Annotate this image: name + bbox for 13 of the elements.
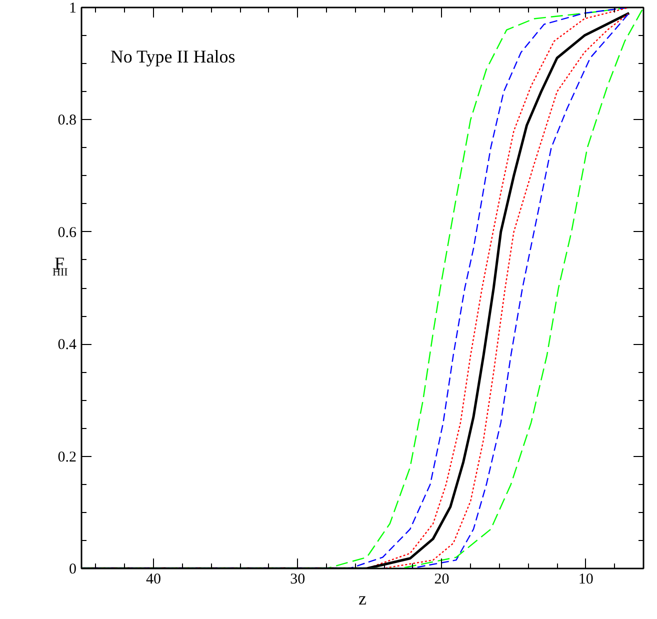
x-tick-label: 30 bbox=[290, 572, 306, 588]
x-tick-label: 20 bbox=[434, 572, 450, 588]
y-tick-label: 0.2 bbox=[58, 449, 76, 466]
y-tick-label: 0.4 bbox=[58, 337, 77, 354]
x-axis-title: z bbox=[358, 588, 367, 608]
x-tick-label: 10 bbox=[578, 572, 594, 588]
y-tick-label: 0 bbox=[69, 562, 76, 578]
y-tick-label: 0.6 bbox=[58, 224, 77, 241]
y-tick-label: 1 bbox=[69, 0, 76, 16]
y-axis-title: FHII bbox=[52, 254, 68, 278]
y-tick-label: 0.8 bbox=[58, 112, 76, 129]
annotation: No Type II Halos bbox=[110, 46, 236, 66]
x-tick-label: 40 bbox=[146, 572, 162, 588]
